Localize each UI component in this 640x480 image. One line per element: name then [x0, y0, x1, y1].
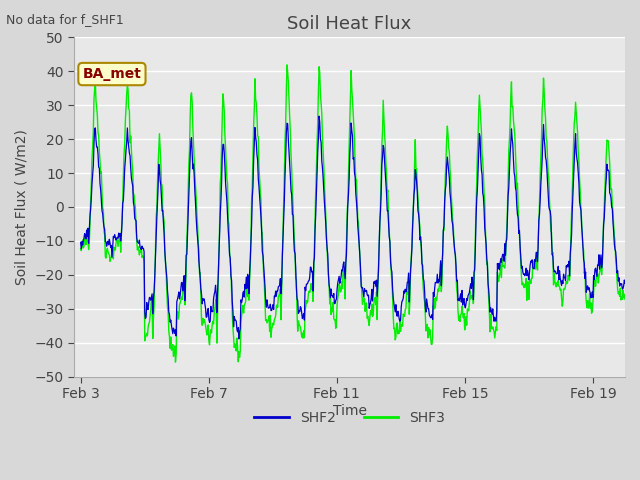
X-axis label: Time: Time	[333, 404, 367, 418]
Title: Soil Heat Flux: Soil Heat Flux	[287, 15, 412, 33]
Text: No data for f_SHF1: No data for f_SHF1	[6, 13, 124, 26]
Legend: SHF2, SHF3: SHF2, SHF3	[248, 406, 451, 431]
Y-axis label: Soil Heat Flux ( W/m2): Soil Heat Flux ( W/m2)	[15, 129, 29, 285]
Text: BA_met: BA_met	[83, 67, 141, 81]
